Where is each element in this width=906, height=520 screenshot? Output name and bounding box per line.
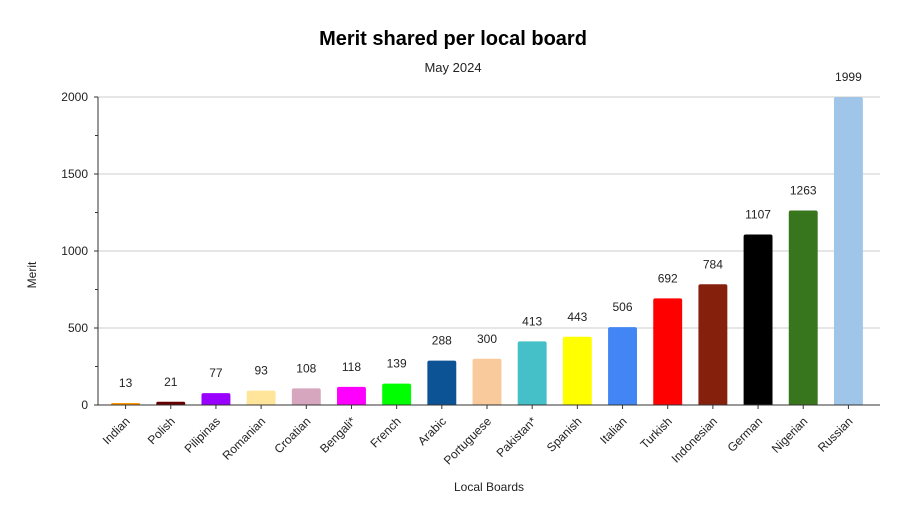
data-label: 1263: [790, 183, 817, 197]
data-label: 300: [477, 332, 497, 346]
data-label: 506: [613, 300, 633, 314]
data-label: 118: [342, 360, 361, 374]
data-label: 1107: [745, 208, 771, 222]
x-category-label: German: [725, 414, 766, 455]
x-category-label: Croatian: [271, 414, 313, 456]
x-category-label: Arabic: [415, 414, 449, 448]
x-category-label: Romanian: [220, 414, 269, 463]
data-label: 784: [703, 257, 723, 271]
data-labels: 13 21 77 93 108 118 139 288 300 413 443 506 692 784 11…: [119, 70, 862, 390]
x-category-label: Indian: [100, 414, 133, 447]
x-category-label: Indonesian: [669, 414, 720, 465]
data-label: 77: [209, 366, 223, 380]
x-category-label: Pakistan*: [494, 414, 540, 460]
x-category-label: Italian: [597, 414, 630, 447]
bar-croatian: [291, 388, 321, 405]
bar-french: [382, 383, 412, 405]
y-tick-label: 2000: [61, 90, 88, 104]
bar-spanish: [562, 336, 592, 405]
x-category-label: Portuguese: [441, 414, 495, 468]
y-tick-label: 1500: [61, 167, 88, 181]
bar-bengali: [337, 386, 366, 405]
data-label: 93: [254, 364, 268, 378]
data-label: 443: [567, 310, 587, 324]
x-axis-title: Local Boards: [454, 480, 524, 494]
bar-german: [743, 234, 773, 405]
bar-indonesian: [698, 284, 728, 405]
data-label: 108: [296, 361, 316, 375]
x-category-label: Pilipinas: [182, 414, 224, 456]
x-category-label: Bengali*: [317, 414, 359, 456]
x-category-label: Russian: [815, 414, 856, 455]
data-label: 21: [164, 375, 178, 389]
y-tick-label: 0: [81, 398, 88, 412]
bar-russian: [833, 97, 863, 406]
bar-turkish: [653, 298, 683, 405]
bar-arabic: [427, 360, 457, 405]
bar-romanian: [246, 390, 276, 405]
bar-nigerian: [788, 210, 818, 405]
bar-portuguese: [472, 358, 502, 405]
bar-indian: [111, 402, 141, 405]
bar-polish: [156, 401, 186, 405]
data-label: 288: [432, 334, 452, 348]
bars: [111, 97, 863, 406]
y-axis-title: Merit: [25, 261, 39, 288]
x-category-label: Turkish: [637, 414, 674, 451]
chart-title: Merit shared per local board: [319, 28, 587, 50]
y-axis-ticks: 0 500 1000 1500 2000: [61, 90, 98, 412]
y-tick-label: 1000: [61, 244, 88, 258]
data-label: 13: [119, 376, 133, 390]
data-label: 1999: [835, 70, 862, 84]
data-label: 139: [387, 357, 407, 371]
data-label: 413: [522, 314, 542, 328]
x-category-label: Nigerian: [769, 414, 811, 456]
bar-italian: [608, 327, 637, 405]
data-label: 692: [658, 271, 678, 285]
x-category-label: Spanish: [544, 414, 585, 455]
bar-pakistan: [517, 341, 547, 405]
y-tick-label: 500: [68, 321, 88, 335]
x-category-label: French: [367, 414, 403, 450]
chart-subtitle: May 2024: [424, 60, 481, 75]
x-category-label: Polish: [145, 414, 178, 447]
bar-pilipinas: [201, 393, 231, 405]
